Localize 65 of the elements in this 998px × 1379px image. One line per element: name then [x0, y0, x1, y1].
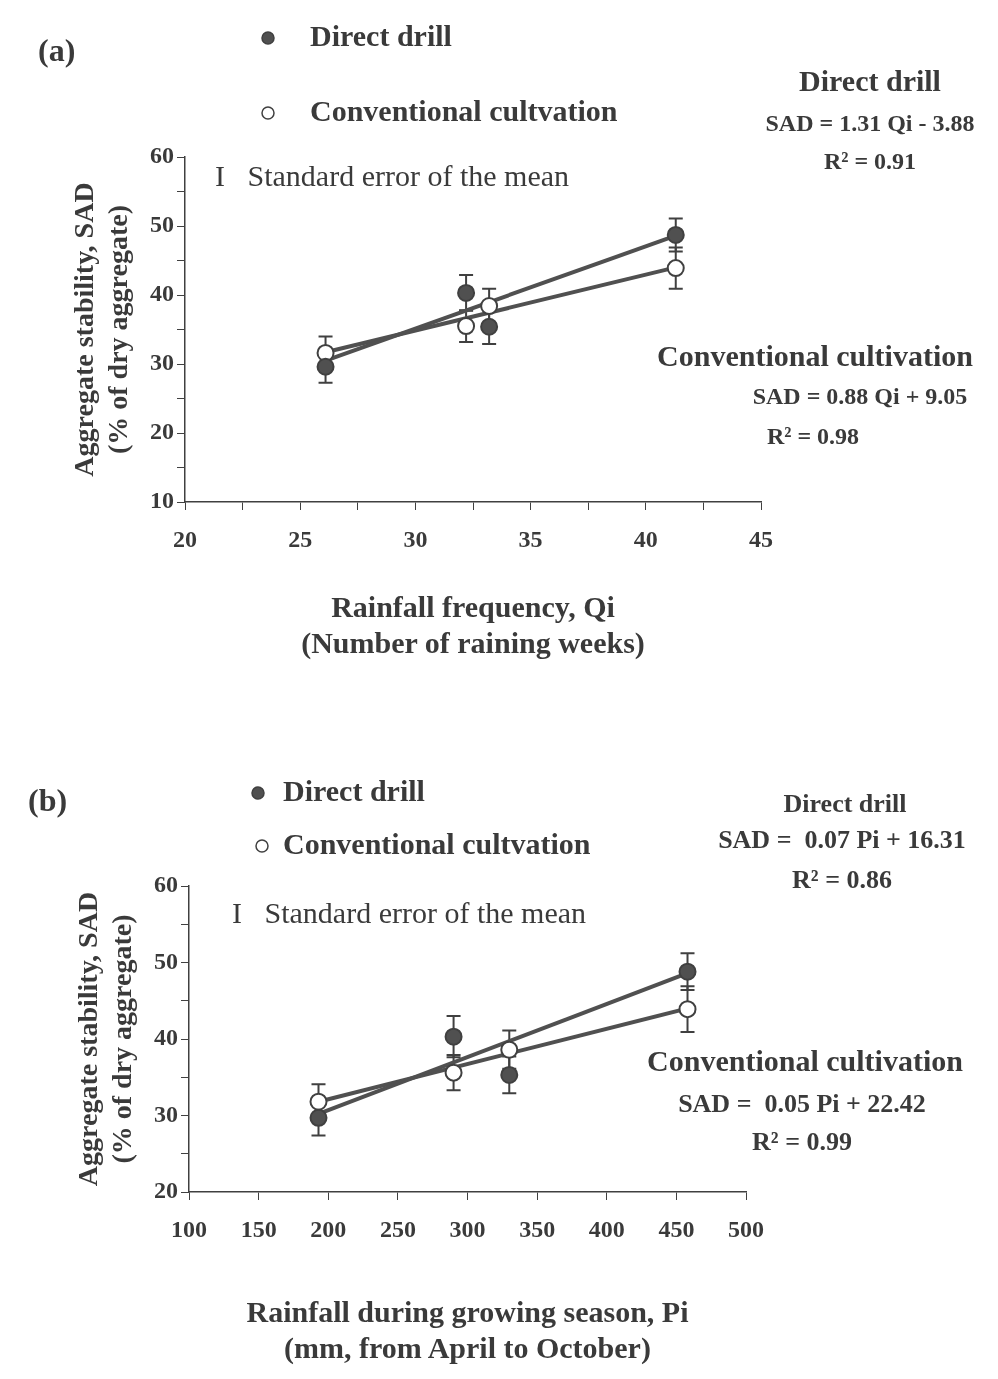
annotation: I Standard error of the mean: [215, 158, 570, 192]
legend-label: Conventional cultvation: [310, 93, 618, 127]
x-tick-label: 450: [658, 1215, 695, 1242]
point: [666, 225, 685, 244]
annotation: Conventional cultivation: [647, 1043, 964, 1077]
text: R² = 0.91: [823, 148, 917, 175]
point: [500, 1065, 519, 1084]
point: [480, 297, 499, 316]
point: [480, 317, 499, 336]
y-tick-label: 40: [150, 280, 174, 307]
x-tick-label: 40: [633, 525, 658, 552]
x-axis-title: Rainfall during growing season, Pi (mm, from April to October): [246, 1294, 689, 1365]
y-tick-label: 20: [150, 418, 174, 445]
y-tick-label: 30: [154, 1100, 178, 1127]
y-tick-label: 50: [154, 947, 178, 974]
y-tick-label: 20: [154, 1177, 178, 1204]
point: [500, 1040, 519, 1059]
x-tick-label: 300: [449, 1215, 486, 1242]
annotation: Conventional cultivation: [657, 338, 974, 372]
x-tick-label: 20: [173, 525, 197, 552]
text: SAD = 1.31 Qi - 3.88: [765, 110, 975, 137]
x-axis-title: Rainfall frequency, Qi (Number of raining weeks): [301, 589, 645, 660]
y-tick-label: 30: [150, 349, 174, 376]
y-axis-title: Aggregate stability, SAD (% of dry aggregate): [72, 891, 137, 1187]
text: Direct drill: [783, 788, 907, 818]
x-tick-label: 500: [728, 1215, 764, 1242]
annotation: I Standard error of the mean: [232, 895, 587, 929]
point: [457, 317, 476, 336]
text: R² = 0.98: [766, 423, 860, 450]
y-tick-label: 40: [154, 1024, 178, 1051]
x-tick-label: 350: [519, 1215, 556, 1242]
x-tick-label: 25: [288, 525, 313, 552]
point: [316, 357, 335, 376]
point: [444, 1063, 463, 1082]
x-tick-label: 100: [171, 1215, 207, 1242]
chart-title: (a): [38, 32, 76, 69]
point: [457, 283, 476, 302]
x-tick-label: 45: [749, 525, 773, 552]
text: R² = 0.99: [752, 1126, 852, 1156]
point: [666, 259, 685, 278]
y-axis-title: Aggregate stability, SAD (% of dry aggregate): [68, 182, 133, 477]
legend-label: Conventional cultvation: [283, 826, 591, 860]
x-tick-label: 150: [240, 1215, 277, 1242]
x-tick-label: 400: [588, 1215, 625, 1242]
point: [309, 1108, 328, 1127]
y-tick-label: 10: [150, 487, 174, 514]
legend-label: Direct drill: [310, 18, 452, 52]
x-tick-label: 35: [518, 525, 543, 552]
point: [309, 1092, 328, 1111]
point: [678, 1000, 697, 1019]
x-tick-label: 30: [403, 525, 428, 552]
point: [678, 962, 697, 981]
annotation: SAD = 0.88 Qi + 9.05: [752, 383, 968, 410]
point: [444, 1027, 463, 1046]
legend-label: Direct drill: [283, 773, 425, 807]
text: Direct drill: [799, 63, 941, 97]
text: SAD = 0.07 Pi + 16.31: [718, 824, 966, 854]
y-tick-label: 60: [154, 871, 178, 898]
y-tick-label: 60: [150, 142, 174, 169]
annotation: SAD = 0.05 Pi + 22.42: [678, 1088, 926, 1118]
x-tick-label: 250: [379, 1215, 416, 1242]
x-tick-label: 200: [310, 1215, 347, 1242]
y-tick-label: 50: [150, 211, 174, 238]
text: R² = 0.86: [792, 864, 892, 894]
chart-title: (b): [28, 782, 68, 819]
